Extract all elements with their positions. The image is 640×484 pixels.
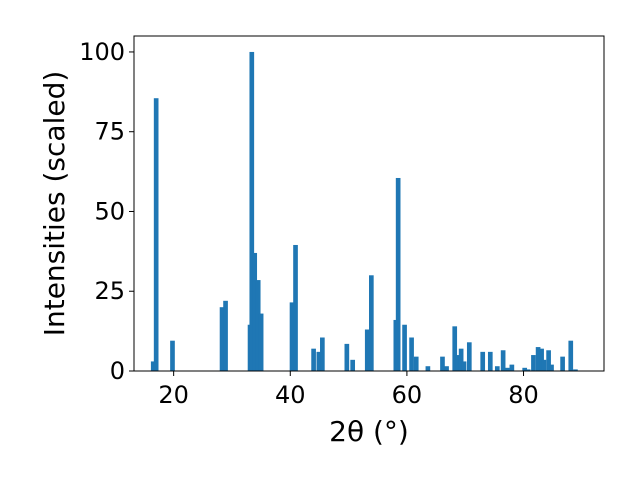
- bar: [170, 340, 175, 371]
- x-axis-label: 2θ (°): [329, 415, 409, 448]
- bar: [494, 366, 500, 371]
- bar: [455, 355, 461, 371]
- bar: [452, 326, 458, 371]
- bar: [255, 280, 261, 371]
- bar: [546, 350, 551, 371]
- y-tick-label: 25: [94, 277, 125, 305]
- bar: [219, 307, 225, 371]
- bar: [535, 347, 541, 371]
- x-tick-label: 40: [275, 381, 306, 409]
- y-tick-label: 100: [79, 38, 125, 66]
- y-tick-label: 75: [94, 118, 125, 146]
- bar: [444, 366, 449, 371]
- bar: [440, 356, 445, 371]
- bar: [560, 356, 565, 371]
- bar: [549, 364, 554, 371]
- bar: [223, 300, 228, 371]
- x-tick-label: 20: [158, 381, 189, 409]
- bar: [541, 359, 547, 371]
- x-tick-label: 80: [508, 381, 539, 409]
- bar: [249, 51, 255, 371]
- bar: [487, 351, 493, 371]
- x-tick-label: 60: [392, 381, 423, 409]
- bar: [293, 244, 298, 371]
- bar: [413, 356, 419, 371]
- bar: [500, 350, 506, 371]
- bar: [402, 324, 407, 371]
- bar: [522, 367, 528, 371]
- bar: [350, 359, 356, 371]
- bar: [409, 337, 414, 371]
- bar: [480, 351, 486, 371]
- bar: [539, 348, 544, 371]
- bar: [316, 351, 322, 371]
- bars: [150, 51, 578, 372]
- bar: [344, 343, 350, 371]
- bar: [525, 369, 531, 371]
- bar: [425, 366, 431, 371]
- bar: [509, 364, 515, 371]
- bar: [320, 337, 325, 371]
- y-axis-label: Intensities (scaled): [38, 71, 71, 337]
- x-axis-ticks: 20 40 60 80: [158, 371, 539, 409]
- y-axis-ticks: 0 25 50 75 100: [79, 38, 134, 385]
- bar: [311, 348, 316, 371]
- bar: [258, 313, 264, 371]
- bar: [531, 355, 536, 371]
- y-tick-label: 0: [110, 357, 125, 385]
- bar: [150, 361, 156, 371]
- bar: [466, 342, 472, 371]
- bar: [289, 302, 295, 371]
- bar: [504, 367, 510, 371]
- bar: [461, 361, 467, 371]
- bar: [568, 340, 574, 371]
- y-tick-label: 50: [94, 197, 125, 225]
- bar: [395, 177, 401, 371]
- bar: [369, 275, 374, 371]
- bar: [153, 98, 159, 372]
- plot-frame: [133, 35, 605, 372]
- bar: [252, 252, 258, 371]
- bar: [364, 329, 370, 371]
- bar: [458, 348, 464, 371]
- bar: [573, 369, 578, 371]
